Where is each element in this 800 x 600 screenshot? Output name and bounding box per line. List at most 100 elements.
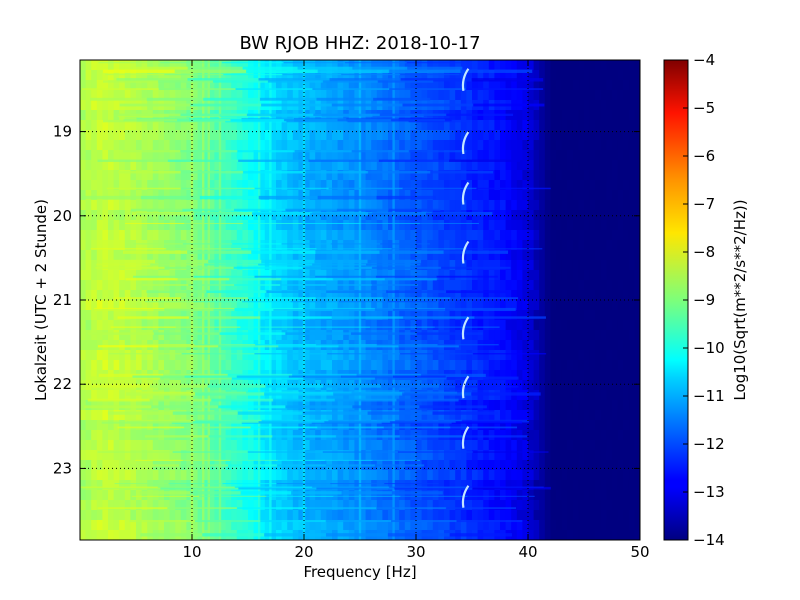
heatmap-cell [399,350,406,361]
heatmap-cell [315,120,322,131]
heatmap-cell [511,460,518,471]
heatmap-cell [584,220,591,231]
heatmap-cell [505,340,512,351]
heatmap-cell [556,520,563,531]
heatmap-cell [80,440,87,451]
heatmap-cell [416,150,423,161]
heatmap-cell [539,480,546,491]
heatmap-cell [578,100,585,111]
heatmap-cell [158,180,165,191]
heatmap-cell [152,160,159,171]
heatmap-cell [382,140,389,151]
heatmap-cell [539,160,546,171]
heatmap-cell [544,120,551,131]
noise-band [97,451,174,453]
heatmap-cell [528,190,535,201]
heatmap-cell [612,100,619,111]
heatmap-cell [203,350,210,361]
heatmap-cell [136,180,143,191]
heatmap-cell [337,310,344,321]
heatmap-cell [214,60,221,71]
heatmap-cell [264,410,271,421]
heatmap-cell [113,240,120,251]
heatmap-cell [494,420,501,431]
heatmap-cell [595,120,602,131]
noise-band [139,491,191,495]
heatmap-cell [572,140,579,151]
heatmap-cell [248,80,255,91]
heatmap-cell [80,380,87,391]
heatmap-cell [500,210,507,221]
heatmap-cell [444,220,451,231]
heatmap-cell [416,230,423,241]
heatmap-cell [449,220,456,231]
heatmap-cell [516,360,523,371]
heatmap-cell [281,450,288,461]
heatmap-cell [287,140,294,151]
noise-band [322,451,399,453]
heatmap-cell [281,120,288,131]
heatmap-cell [455,300,462,311]
heatmap-cell [141,440,148,451]
heatmap-cell [421,90,428,101]
heatmap-cell [528,510,535,521]
heatmap-cell [606,390,613,401]
heatmap-cell [102,60,109,71]
noise-band [187,78,259,82]
heatmap-cell [516,130,523,141]
heatmap-cell [220,130,227,141]
heatmap-cell [360,250,367,261]
heatmap-cell [539,450,546,461]
heatmap-cell [556,100,563,111]
heatmap-cell [600,110,607,121]
heatmap-cell [292,150,299,161]
heatmap-cell [360,350,367,361]
heatmap-cell [180,500,187,511]
heatmap-cell [242,190,249,201]
heatmap-cell [589,480,596,491]
heatmap-cell [455,320,462,331]
heatmap-cell [96,120,103,131]
heatmap-cell [522,410,529,421]
noise-band [158,88,236,90]
heatmap-cell [634,260,640,271]
heatmap-cell [404,470,411,481]
heatmap-cell [388,500,395,511]
heatmap-cell [589,140,596,151]
heatmap-cell [304,120,311,131]
heatmap-cell [158,240,165,251]
heatmap-cell [628,420,635,431]
heatmap-cell [477,180,484,191]
heatmap-cell [444,380,451,391]
heatmap-cell [550,110,557,121]
heatmap-cell [270,490,277,501]
heatmap-cell [236,300,243,311]
heatmap-cell [192,410,199,421]
heatmap-cell [270,440,277,451]
heatmap-cell [561,430,568,441]
heatmap-cell [561,350,568,361]
heatmap-cell [320,490,327,501]
heatmap-cell [421,480,428,491]
heatmap-cell [85,340,92,351]
heatmap-cell [136,280,143,291]
heatmap-cell [231,500,238,511]
heatmap-cell [164,310,171,321]
heatmap-cell [572,270,579,281]
heatmap-cell [376,120,383,131]
heatmap-cell [449,160,456,171]
heatmap-cell [298,60,305,71]
heatmap-cell [197,290,204,301]
heatmap-cell [617,420,624,431]
heatmap-cell [371,490,378,501]
heatmap-cell [320,450,327,461]
noise-band [302,266,373,269]
heatmap-cell [371,410,378,421]
heatmap-cell [511,190,518,201]
heatmap-cell [124,300,131,311]
heatmap-cell [175,450,182,461]
heatmap-cell [438,260,445,271]
heatmap-cell [169,360,176,371]
heatmap-cell [220,290,227,301]
heatmap-cell [152,200,159,211]
